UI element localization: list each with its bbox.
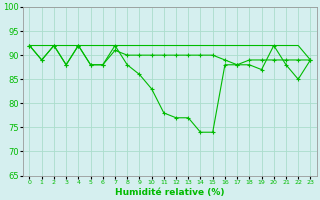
- X-axis label: Humidité relative (%): Humidité relative (%): [115, 188, 225, 197]
